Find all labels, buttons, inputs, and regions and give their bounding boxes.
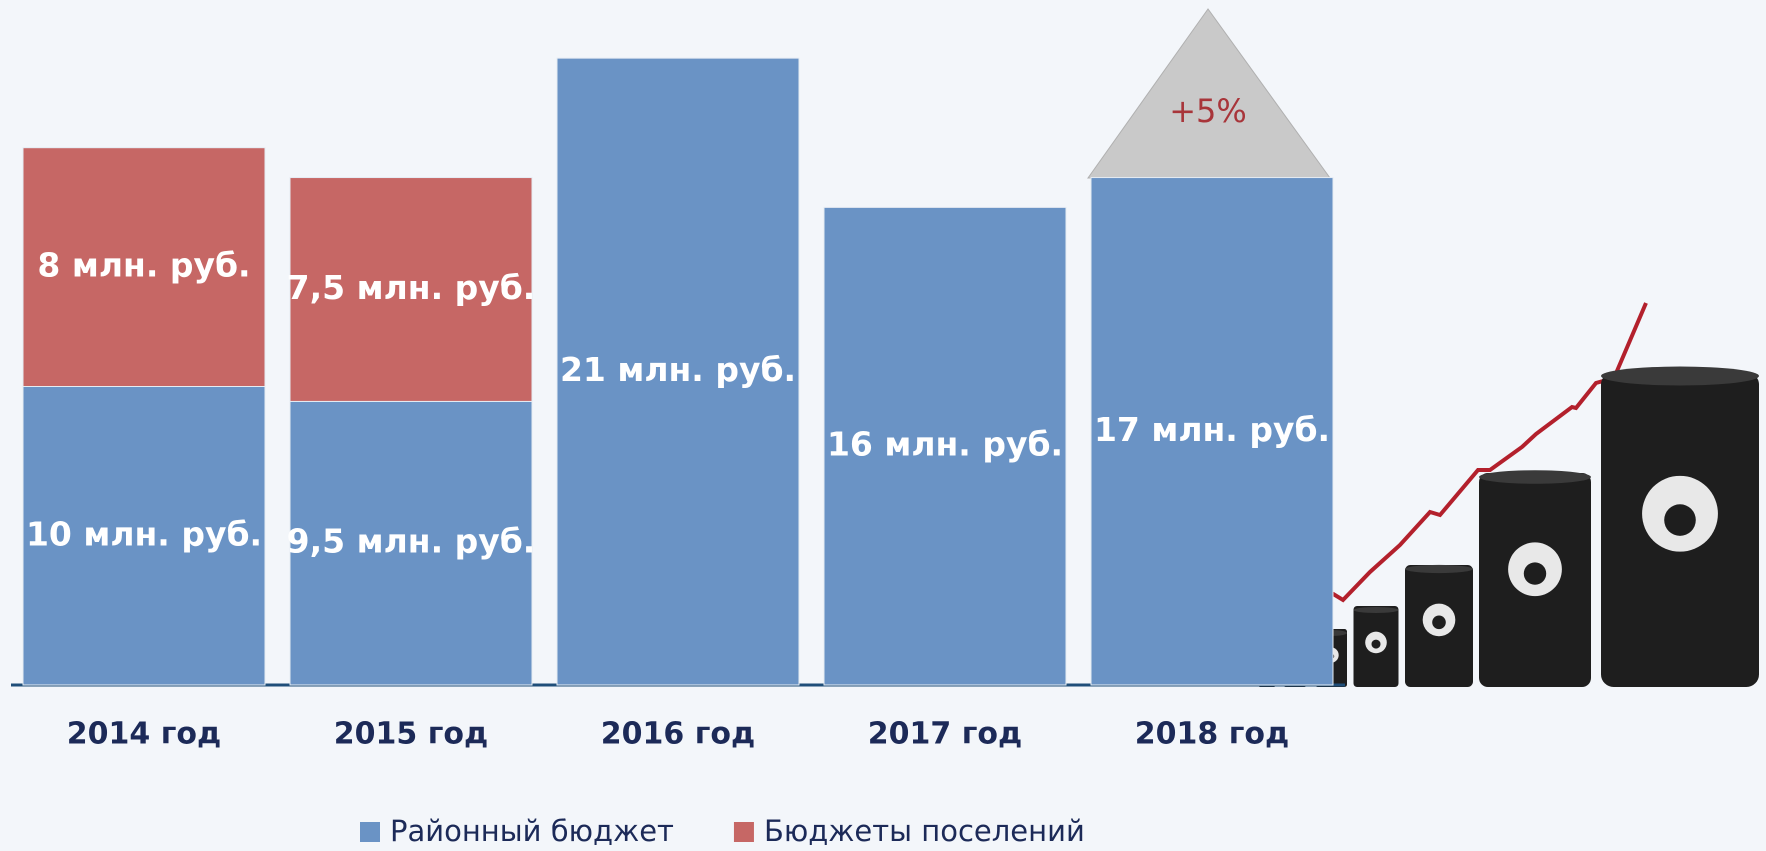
barrel-drop: [1524, 562, 1546, 584]
legend-label: Районный бюджет: [390, 814, 674, 848]
barrel-top: [1601, 367, 1759, 386]
barrel-top: [1479, 470, 1591, 483]
value-label: 8 млн. руб.: [37, 246, 250, 285]
x-tick-label: 2015 год: [334, 717, 488, 752]
value-label: 21 млн. руб.: [560, 350, 796, 389]
annotation: +5%: [1169, 92, 1247, 130]
x-tick-label: 2014 год: [67, 717, 221, 752]
barrel-drop: [1664, 504, 1696, 536]
barrel-top: [1405, 565, 1473, 573]
legend-label: Бюджеты поселений: [764, 814, 1085, 848]
barrel-top: [1354, 607, 1399, 613]
barrel-drop: [1432, 616, 1446, 630]
legend-swatch: [734, 822, 754, 842]
x-tick-label: 2016 год: [601, 717, 755, 752]
value-label: 17 млн. руб.: [1094, 410, 1330, 449]
chart: +5% 10 млн. руб. 8 млн. руб. 2014 год 9,5 м…: [0, 0, 1766, 851]
legend-swatch: [360, 822, 380, 842]
x-tick-label: 2018 год: [1135, 717, 1289, 752]
barrel-drop: [1372, 640, 1381, 649]
value-label: 9,5 млн. руб.: [287, 522, 536, 561]
value-label: 10 млн. руб.: [26, 514, 262, 553]
value-label: 7,5 млн. руб.: [287, 268, 536, 307]
value-label: 16 млн. руб.: [827, 425, 1063, 464]
x-tick-label: 2017 год: [868, 717, 1022, 752]
